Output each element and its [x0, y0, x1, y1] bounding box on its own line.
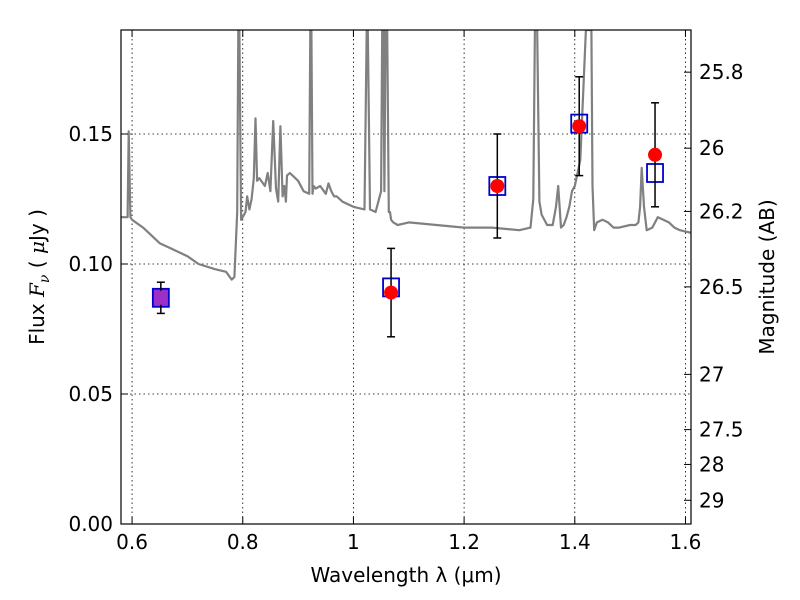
spectrum-line	[121, 30, 691, 281]
y-axis-label-prefix: Flux	[25, 297, 49, 345]
observed-point	[153, 290, 168, 305]
x-tick-label: 1	[347, 530, 360, 554]
y2-axis-label: Magnitude (AB)	[755, 199, 779, 354]
marker-layer	[151, 76, 664, 338]
grid	[121, 30, 691, 525]
y2-tick-label: 26	[699, 136, 724, 160]
y2-tick-label: 25.8	[699, 60, 744, 84]
x-tick-label: 1.6	[670, 530, 702, 554]
y2-tick-label: 27.5	[699, 418, 744, 442]
y2-tick-label: 29	[699, 488, 724, 512]
ticks: 0.6 0.8 1 1.2 1.4 1.6 0.00 0.05 0.10 0.15 25.8 26 26…	[68, 30, 744, 554]
y-axis-label-open-paren: (	[25, 254, 49, 275]
plot-frame	[120, 29, 692, 525]
y2-tick-label: 26.5	[699, 275, 744, 299]
observed-point	[384, 285, 399, 300]
y2-tick-label: 28	[699, 452, 724, 476]
y-tick-label: 0.10	[68, 252, 113, 276]
y-axis-label-mu: μ	[25, 241, 49, 254]
x-tick-label: 0.8	[227, 530, 259, 554]
x-tick-label: 0.6	[116, 530, 148, 554]
observed-point	[490, 179, 505, 193]
y-axis-label: Flux Fν ( μJy )	[25, 209, 53, 345]
observed-point	[572, 119, 587, 134]
y-tick-label: 0.00	[68, 512, 113, 536]
y2-tick-label: 26.2	[699, 199, 744, 223]
x-tick-label: 1.2	[448, 530, 480, 554]
y-tick-label: 0.15	[68, 122, 113, 146]
x-axis-label: Wavelength λ (μm)	[310, 563, 501, 587]
spectrum-layer	[121, 30, 691, 281]
y-axis-label-subscript: ν	[37, 274, 53, 283]
y-axis-label-unit: Jy )	[25, 209, 49, 243]
y2-tick-label: 27	[699, 362, 724, 386]
x-tick-label: 1.4	[559, 530, 591, 554]
observed-point	[648, 147, 663, 162]
y-axis-label-symbol: F	[25, 282, 49, 298]
y-tick-label: 0.05	[68, 382, 113, 406]
